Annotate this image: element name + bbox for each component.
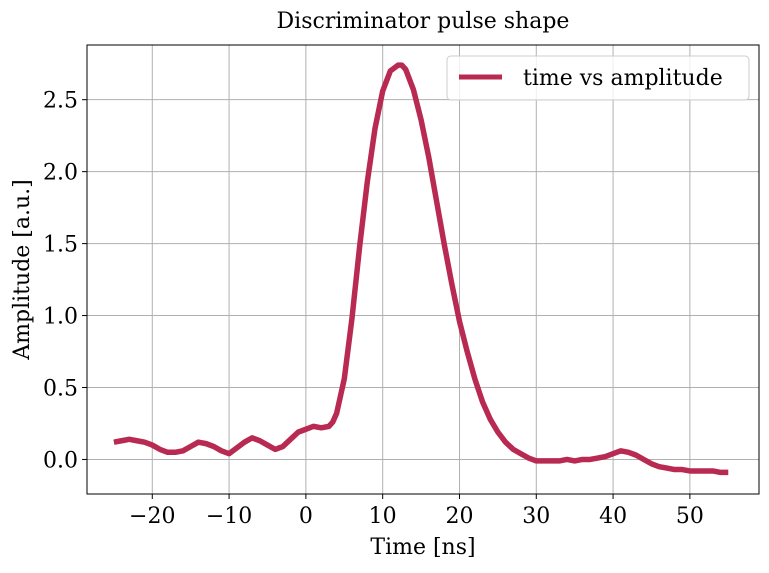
y-tick-label: 2.0 [43, 161, 78, 186]
y-tick-label: 1.0 [43, 305, 78, 330]
chart-title: Discriminator pulse shape [277, 9, 570, 34]
x-tick-label: 0 [299, 504, 313, 529]
x-axis-label: Time [ns] [370, 535, 475, 560]
y-axis-ticks: 0.0 0.5 1.0 1.5 2.0 2.5 [43, 89, 87, 473]
y-tick-label: 0.5 [43, 377, 78, 402]
x-tick-label: 50 [676, 504, 704, 529]
x-tick-label: 10 [369, 504, 397, 529]
legend: time vs amplitude [446, 55, 750, 101]
plot-frame [86, 44, 760, 495]
grid-lines [87, 45, 759, 494]
x-tick-label: −20 [129, 504, 175, 529]
y-axis-label: Amplitude [a.u.] [10, 179, 35, 360]
y-tick-label: 2.5 [43, 89, 78, 114]
y-tick-label: 0.0 [43, 448, 78, 473]
x-tick-label: −10 [206, 504, 252, 529]
series-layer [113, 62, 729, 476]
x-tick-label: 20 [445, 504, 473, 529]
x-axis-ticks: −20 −10 0 10 20 30 40 50 [129, 494, 704, 529]
y-tick-label: 1.5 [43, 233, 78, 258]
series-line [113, 62, 729, 476]
x-tick-label: 40 [599, 504, 627, 529]
x-tick-label: 30 [522, 504, 550, 529]
legend-box [446, 55, 750, 101]
legend-label: time vs amplitude [523, 66, 723, 91]
